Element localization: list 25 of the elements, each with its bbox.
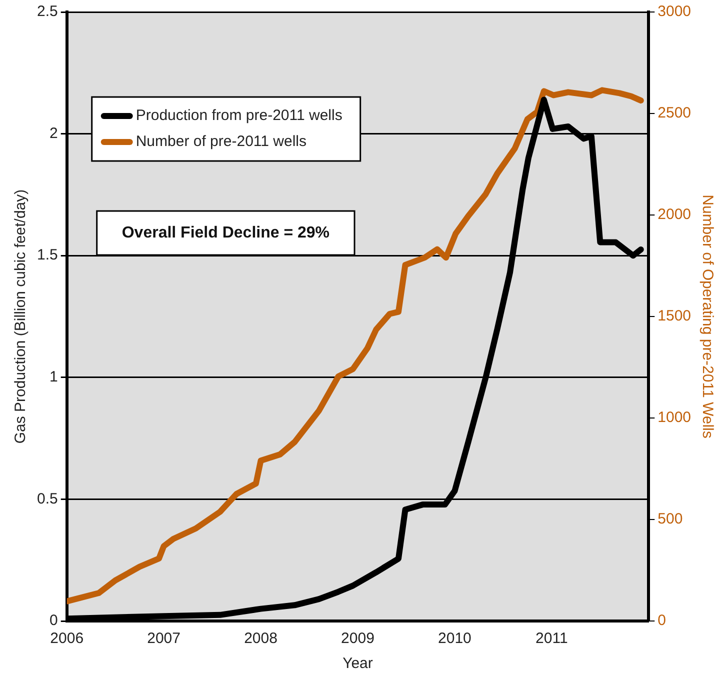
y2-tick-label: 500: [658, 510, 683, 528]
y-axis-title: Gas Production (Billion cubic feet/day): [12, 189, 30, 444]
y-tick-label: 2: [50, 124, 58, 142]
y-tick-label: 1: [50, 368, 58, 386]
x-tick-label: 2011: [536, 630, 568, 648]
x-tick-label: 2009: [341, 630, 374, 648]
y-tick-label: 1.5: [36, 246, 58, 264]
y2-tick-label: 2000: [658, 206, 692, 224]
x-tick-label: 2008: [244, 630, 278, 648]
y-tick-label: 0: [50, 612, 58, 630]
y2-tick-label: 2500: [658, 104, 692, 122]
annotation: Overall Field Decline = 29%: [122, 224, 330, 242]
x-tick-label: 2007: [147, 630, 181, 648]
x-tick-label: 2006: [50, 630, 84, 648]
y2-tick-label: 3000: [658, 3, 692, 20]
y2-tick-label: 0: [658, 612, 666, 630]
y2-axis-title: Number of Operating pre-2011 Wells: [698, 194, 716, 438]
x-axis-title: Year: [342, 655, 373, 672]
x-tick-label: 2010: [438, 630, 472, 648]
legend-label: Production from pre-2011 wells: [136, 107, 342, 124]
y-tick-label: 0.5: [36, 490, 58, 508]
y-tick-label: 2.5: [36, 3, 58, 20]
y2-tick-label: 1000: [658, 409, 692, 426]
legend-label: Number of pre-2011 wells: [136, 133, 306, 150]
y2-tick-label: 1500: [658, 308, 692, 325]
